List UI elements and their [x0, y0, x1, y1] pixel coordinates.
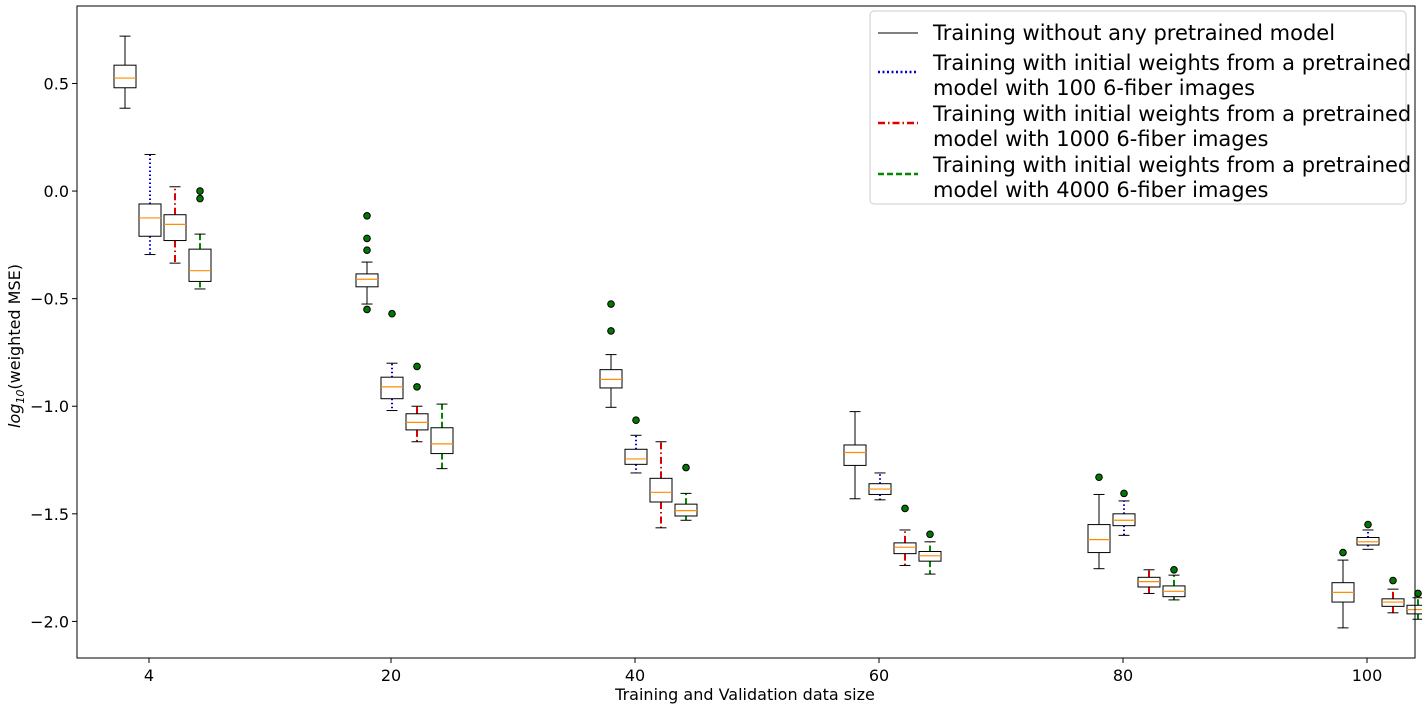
axes: Training and Validation data size log10(… — [5, 5, 1416, 704]
outlier-point — [388, 309, 396, 318]
box-iqr — [1087, 524, 1111, 554]
y-tick-label: −1.0 — [30, 397, 69, 416]
box-iqr — [138, 203, 162, 237]
box-group — [380, 309, 404, 412]
x-axis-title: Training and Validation data size — [614, 685, 875, 704]
outlier-point — [632, 416, 640, 425]
legend-label: Training with initial weights from a pre… — [932, 153, 1411, 202]
x-tick-label: 40 — [625, 666, 645, 685]
y-axis-title-subscript: 10 — [14, 390, 27, 404]
box-group — [1112, 489, 1136, 536]
box-iqr — [355, 273, 379, 288]
y-tick-label: −0.5 — [30, 290, 69, 309]
y-tick-label: −2.0 — [30, 612, 69, 631]
outlier-point — [196, 194, 204, 203]
box-group — [188, 187, 212, 290]
outlier-point — [1389, 576, 1397, 585]
outlier-point — [1364, 520, 1372, 529]
outlier-point — [363, 212, 371, 220]
legend-label: Training with initial weights from a pre… — [932, 102, 1411, 151]
box-group — [1137, 569, 1161, 594]
box-iqr — [113, 64, 137, 89]
box-group — [1331, 548, 1355, 629]
box-group — [138, 153, 162, 256]
box-group — [355, 212, 379, 314]
box-group — [624, 416, 648, 474]
y-axis-title-rest: (weighted MSE) — [5, 264, 24, 390]
outlier-point — [413, 362, 421, 371]
outlier-point — [682, 463, 690, 472]
legend-label: Training with initial weights from a pre… — [932, 51, 1411, 100]
outlier-point — [413, 383, 421, 391]
box-group — [405, 362, 429, 443]
box-group — [1381, 576, 1405, 614]
legend-label: Training without any pretrained model — [932, 21, 1335, 45]
box-group — [843, 411, 867, 500]
box-group — [1087, 473, 1111, 570]
box-group — [893, 504, 917, 566]
outlier-point — [363, 234, 371, 243]
outlier-point — [926, 530, 934, 539]
outlier-point — [901, 504, 909, 513]
outlier-point — [363, 246, 371, 255]
outlier-point — [196, 187, 204, 195]
outlier-point — [1170, 565, 1178, 574]
box-iqr — [188, 248, 212, 282]
legend-box — [869, 10, 1407, 205]
outlier-point — [1095, 473, 1103, 482]
box-group — [113, 35, 137, 109]
box-group — [649, 441, 673, 529]
box-group — [674, 463, 698, 521]
box-group — [430, 403, 454, 470]
box-group — [599, 300, 623, 408]
x-tick-label: 80 — [1113, 666, 1133, 685]
box-group — [1162, 565, 1186, 601]
outlier-point — [607, 300, 615, 308]
outlier-point — [1414, 589, 1422, 598]
x-tick-label: 4 — [144, 666, 154, 685]
box-iqr — [430, 427, 454, 455]
y-tick-label: −1.5 — [30, 505, 69, 524]
y-tick-label: 0.0 — [44, 182, 69, 201]
plot-area — [113, 35, 1422, 629]
box-iqr — [163, 214, 187, 242]
outlier-point — [1120, 489, 1128, 498]
plot-frame — [76, 5, 1416, 659]
box-group — [868, 472, 892, 501]
x-tick-label: 60 — [869, 666, 889, 685]
box-group — [163, 186, 187, 264]
y-tick-label: 0.5 — [44, 74, 69, 93]
legend: Training without any pretrained model Tra… — [869, 10, 1411, 205]
box-iqr — [893, 542, 917, 555]
y-axis-title: log10(weighted MSE) — [5, 264, 27, 428]
x-tick-label: 20 — [381, 666, 401, 685]
box-iqr — [649, 477, 673, 503]
box-group — [1356, 520, 1380, 550]
box-iqr — [843, 444, 867, 466]
outlier-point — [363, 305, 371, 314]
box-iqr — [624, 448, 648, 465]
x-tick-label: 100 — [1352, 666, 1383, 685]
box-iqr — [380, 376, 404, 400]
outlier-point — [1339, 548, 1347, 557]
outlier-point — [607, 327, 615, 335]
box-group — [918, 530, 942, 575]
y-axis-title-log: log — [5, 404, 24, 428]
